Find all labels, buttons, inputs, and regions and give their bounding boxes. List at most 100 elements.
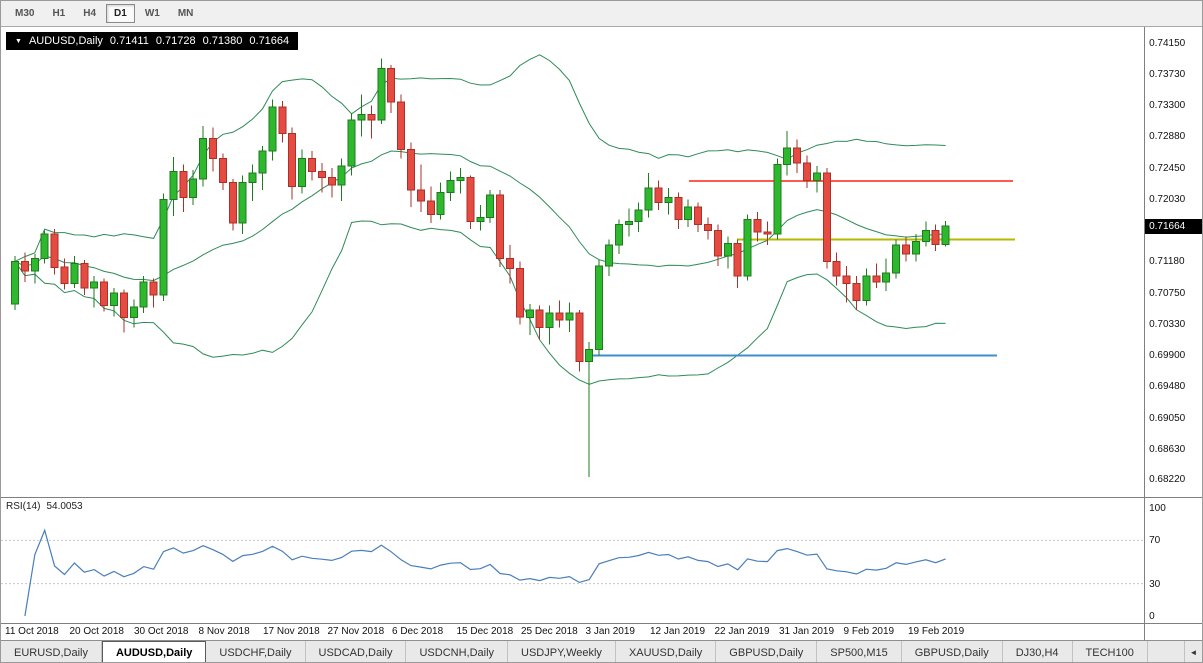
candle-body xyxy=(525,309,534,318)
candle-body xyxy=(486,194,495,218)
date-tick: 6 Dec 2018 xyxy=(392,626,444,637)
rsi-tick: 100 xyxy=(1149,503,1166,514)
candle-body xyxy=(387,68,396,103)
tabbar-scroll-left-button[interactable]: ◄ xyxy=(1184,641,1202,662)
candle-body xyxy=(298,157,307,187)
candle-body xyxy=(674,196,683,220)
candle-body xyxy=(614,224,623,246)
symbol-tabbar: EURUSD,Daily AUDUSD,Daily USDCHF,Daily USDC… xyxy=(1,641,1148,662)
date-tick: 17 Nov 2018 xyxy=(263,626,320,637)
candle-body xyxy=(605,244,613,267)
timeframe-button-h1[interactable]: H1 xyxy=(52,8,66,19)
candle-body xyxy=(248,172,257,184)
candle-body xyxy=(892,244,901,274)
candle-body xyxy=(228,182,237,224)
candle-body xyxy=(812,172,821,182)
timeframe-button-h4[interactable]: H4 xyxy=(83,8,97,19)
date-tick: 8 Nov 2018 xyxy=(198,626,250,637)
candle-body xyxy=(793,147,802,164)
date-axis[interactable]: 11 Oct 2018 20 Oct 2018 30 Oct 2018 8 Nov 2… xyxy=(1,624,1144,640)
date-tick: 22 Jan 2019 xyxy=(714,626,770,637)
scroll-left-icon: ◄ xyxy=(1189,648,1198,657)
rsi-axis[interactable]: 100 70 30 0 xyxy=(1144,498,1202,623)
candle-body xyxy=(664,196,673,203)
candle-body xyxy=(397,101,406,151)
price-tick: 0.71180 xyxy=(1149,256,1185,268)
candle-body xyxy=(684,206,693,220)
candle-body xyxy=(110,292,118,306)
price-tick: 0.74150 xyxy=(1149,38,1186,49)
candle-body xyxy=(555,312,564,321)
candle-body xyxy=(852,282,861,301)
symbol-tab-dj30-h4[interactable]: DJ30,H4 xyxy=(1002,641,1073,662)
rsi-panel: RSI(14) 54.0053 100 70 30 0 xyxy=(1,497,1202,623)
price-tick: 0.69050 xyxy=(1149,412,1186,424)
ohlc-close-value: 0.71664 xyxy=(249,35,290,47)
candle-body xyxy=(882,272,891,283)
date-tick: 3 Jan 2019 xyxy=(585,626,636,637)
timeframe-button-mn[interactable]: MN xyxy=(177,8,194,19)
timeframe-button-m30[interactable]: M30 xyxy=(15,8,35,19)
symbol-tab-audusd-daily[interactable]: AUDUSD,Daily xyxy=(101,641,207,662)
date-tick: 19 Feb 2019 xyxy=(908,626,965,637)
symbol-tab-usdcnh-daily[interactable]: USDCNH,Daily xyxy=(406,641,509,662)
price-tick: 0.70750 xyxy=(1149,287,1186,299)
candle-body xyxy=(129,306,138,318)
candle-body xyxy=(446,180,455,193)
candle-body xyxy=(515,268,524,318)
candle-body xyxy=(377,68,386,121)
candle-body xyxy=(407,149,415,191)
timeframe-toolbar: M30 H1 H4 D1 W1 MN xyxy=(1,1,1202,27)
candle-body xyxy=(466,177,475,223)
rsi-tick: 30 xyxy=(1149,578,1161,590)
candle-body xyxy=(911,241,920,255)
candle-body xyxy=(644,187,653,211)
chart-plot-area[interactable]: ▼ AUDUSD,Daily 0.71411 0.71728 0.71380 0… xyxy=(1,27,1145,497)
symbol-tab-tech100[interactable]: TECH100 xyxy=(1072,641,1148,662)
candle-body xyxy=(218,157,227,184)
candle-body xyxy=(209,138,217,159)
candle-body xyxy=(139,281,148,308)
symbol-tab-usdjpy-weekly[interactable]: USDJPY,Weekly xyxy=(508,641,616,662)
price-tick: 0.72030 xyxy=(1149,193,1186,205)
candle-body xyxy=(40,233,49,259)
candle-body xyxy=(634,209,643,223)
chart-title-overlay: ▼ AUDUSD,Daily 0.71411 0.71728 0.71380 0… xyxy=(6,32,299,50)
symbol-tab-gbpusd-daily-2[interactable]: GBPUSD,Daily xyxy=(901,641,1003,662)
candle-body xyxy=(733,243,742,277)
candle-body xyxy=(624,221,633,226)
ohlc-open-value: 0.71411 xyxy=(109,35,149,47)
symbol-tab-xauusd-daily[interactable]: XAUUSD,Daily xyxy=(615,641,717,662)
timeframe-button-w1[interactable]: W1 xyxy=(144,8,160,19)
candle-body xyxy=(119,292,128,318)
candle-body xyxy=(654,187,663,204)
symbol-tab-usdcad-daily[interactable]: USDCAD,Daily xyxy=(305,641,407,662)
rsi-line xyxy=(24,528,946,617)
ohlc-low-value: 0.71380 xyxy=(202,35,243,47)
candle-body xyxy=(575,312,584,362)
symbol-tab-sp500-m15[interactable]: SP500,M15 xyxy=(817,641,902,662)
chart-symbol-label: AUDUSD,Daily xyxy=(28,35,103,47)
candle-body xyxy=(585,349,594,362)
candle-body xyxy=(347,119,356,167)
candle-body xyxy=(357,113,366,121)
date-tick: 27 Nov 2018 xyxy=(327,626,385,637)
chevron-down-icon[interactable]: ▼ xyxy=(15,37,22,45)
rsi-plot-area[interactable]: RSI(14) 54.0053 xyxy=(1,498,1145,623)
price-axis[interactable]: 0.71664 0.74150 0.73730 0.73300 0.72880 0.72… xyxy=(1144,27,1202,497)
rsi-tick: 70 xyxy=(1149,535,1161,547)
price-tick: 0.68220 xyxy=(1149,474,1186,485)
candle-body xyxy=(763,231,772,235)
chart-panel: ▼ AUDUSD,Daily 0.71411 0.71728 0.71380 0… xyxy=(1,27,1202,497)
symbol-tab-gbpusd-daily[interactable]: GBPUSD,Daily xyxy=(716,641,818,662)
candle-body xyxy=(268,106,277,152)
candle-body xyxy=(327,177,336,186)
candle-body xyxy=(456,177,465,181)
candle-body xyxy=(803,162,811,181)
symbol-tab-eurusd-daily[interactable]: EURUSD,Daily xyxy=(1,641,102,662)
symbol-tab-usdchf-daily[interactable]: USDCHF,Daily xyxy=(206,641,306,662)
timeframe-button-d1[interactable]: D1 xyxy=(106,4,135,23)
candle-body xyxy=(416,189,425,202)
bollinger-middle-band xyxy=(14,150,946,282)
